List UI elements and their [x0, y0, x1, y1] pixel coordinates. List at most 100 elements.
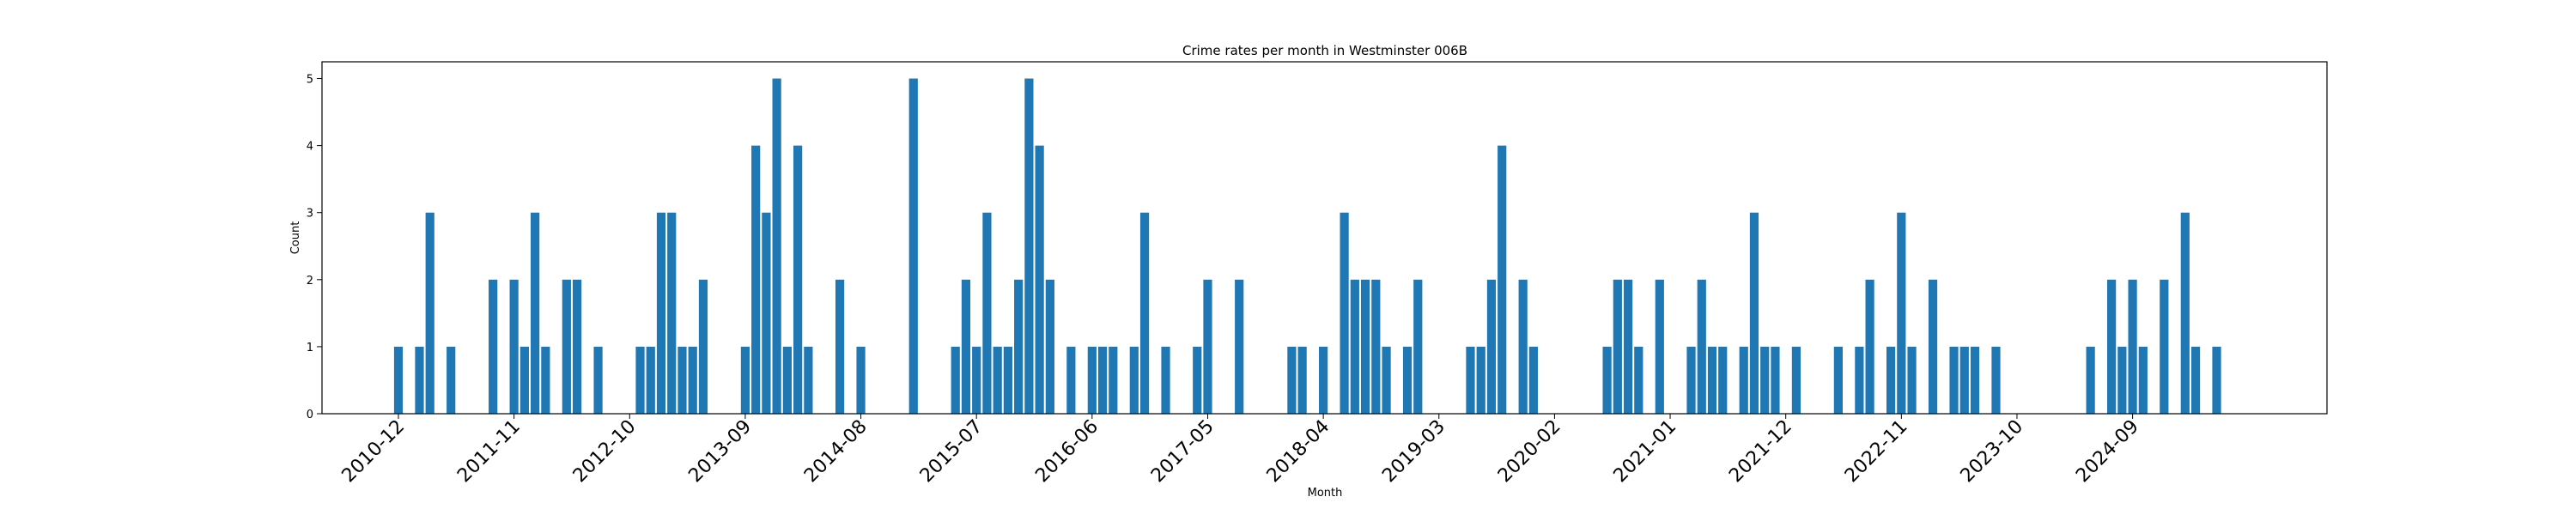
bar-2014-03	[804, 346, 813, 414]
bar-2021-03	[1686, 346, 1696, 414]
bar-2018-02	[1297, 346, 1307, 414]
bar-2022-05	[1833, 346, 1843, 414]
bar-2020-12	[1655, 279, 1664, 414]
bar-2023-08	[1991, 346, 2001, 414]
bar-2019-06	[1466, 346, 1475, 414]
bar-2020-08	[1613, 279, 1622, 414]
x-tick-label: 2011-11	[453, 416, 525, 488]
bar-2017-05	[1203, 279, 1212, 414]
bar-2015-10	[1003, 346, 1013, 414]
x-tick-label: 2021-01	[1610, 416, 1681, 488]
bar-2024-12	[2160, 279, 2169, 414]
x-tick-label: 2012-10	[569, 416, 641, 488]
bar-2011-09	[489, 279, 498, 414]
x-tick-label: 2015-07	[916, 416, 987, 488]
y-axis-label: Count	[289, 221, 302, 255]
bar-2024-10	[2138, 346, 2148, 414]
bar-2023-06	[1970, 346, 1980, 414]
bar-2021-08	[1739, 346, 1748, 414]
y-tick-label: 5	[307, 74, 313, 87]
bar-2015-07	[972, 346, 981, 414]
x-axis: 2010-12 2011-11 2012-10 2013-09 2014-08 2015-…	[338, 414, 2143, 487]
x-tick-label: 2023-10	[1957, 416, 2028, 488]
bar-2015-12	[1024, 78, 1034, 415]
bar-2015-06	[961, 279, 971, 414]
bar-2011-02	[415, 346, 424, 414]
x-tick-label: 2020-02	[1494, 416, 1565, 488]
x-tick-label: 2016-06	[1031, 416, 1103, 488]
bar-2015-01	[908, 78, 918, 415]
bar-2016-02	[1045, 279, 1054, 414]
bars-group	[393, 78, 2221, 415]
bar-2019-01	[1413, 279, 1423, 414]
y-tick-label: 4	[307, 141, 313, 154]
bar-2022-11	[1897, 212, 1906, 414]
x-tick-label: 2019-03	[1378, 416, 1449, 488]
bar-2023-05	[1959, 346, 1969, 414]
bar-2013-04	[688, 346, 697, 414]
x-tick-label: 2022-11	[1841, 416, 1912, 488]
bar-2019-07	[1476, 346, 1485, 414]
y-tick-label: 1	[307, 342, 313, 354]
bar-2017-04	[1193, 346, 1202, 414]
bar-2016-06	[1087, 346, 1097, 414]
bar-2013-11	[762, 212, 771, 414]
bar-2018-06	[1340, 212, 1349, 414]
bar-2023-02	[1928, 279, 1938, 414]
bar-2021-05	[1707, 346, 1717, 414]
bar-2013-12	[772, 78, 781, 415]
bar-2014-08	[856, 346, 866, 414]
bar-2021-09	[1749, 212, 1759, 414]
bar-2016-01	[1035, 145, 1044, 414]
bar-2011-11	[509, 279, 519, 414]
x-tick-label: 2018-04	[1263, 416, 1334, 488]
bar-2020-07	[1602, 346, 1612, 414]
bar-2019-12	[1528, 346, 1539, 414]
bar-2012-05	[572, 279, 582, 414]
bar-2014-01	[782, 346, 792, 414]
bar-2024-09	[2128, 279, 2137, 414]
bar-2021-10	[1760, 346, 1770, 414]
bar-2015-08	[982, 212, 992, 414]
bar-2021-11	[1771, 346, 1780, 414]
bar-2013-03	[677, 346, 687, 414]
bar-2020-10	[1634, 346, 1643, 414]
bar-2018-08	[1360, 279, 1370, 414]
bar-2019-08	[1486, 279, 1497, 414]
bar-2024-05	[2086, 346, 2095, 414]
bar-2011-12	[519, 346, 529, 414]
bar-2015-11	[1014, 279, 1024, 414]
bar-2024-07	[2107, 279, 2117, 414]
bar-2014-02	[793, 145, 803, 414]
bar-2017-01	[1161, 346, 1170, 414]
x-tick-label: 2024-09	[2072, 416, 2143, 488]
bar-2015-09	[993, 346, 1002, 414]
bar-2012-11	[635, 346, 645, 414]
bar-2022-08	[1865, 279, 1874, 414]
bar-2011-05	[447, 346, 456, 414]
y-tick-label: 2	[307, 275, 313, 288]
x-tick-label: 2010-12	[338, 416, 410, 488]
x-tick-label: 2014-08	[800, 416, 872, 488]
bar-2020-09	[1623, 279, 1633, 414]
bar-2018-10	[1382, 346, 1391, 414]
bar-2025-03	[2190, 346, 2201, 414]
bar-2019-11	[1518, 279, 1528, 414]
y-tick-label: 0	[307, 409, 313, 421]
x-tick-label: 2021-12	[1725, 416, 1796, 488]
bar-2010-12	[393, 346, 404, 414]
bar-2013-09	[740, 346, 750, 414]
bar-2013-10	[751, 145, 761, 414]
x-axis-label: Month	[1308, 487, 1343, 500]
bar-2022-01	[1791, 346, 1801, 414]
y-tick-label: 3	[307, 208, 313, 221]
bar-2022-10	[1886, 346, 1896, 414]
bar-2022-12	[1907, 346, 1917, 414]
bar-2017-08	[1235, 279, 1244, 414]
bar-2018-12	[1402, 346, 1413, 414]
bar-2016-08	[1109, 346, 1118, 414]
bar-2012-04	[562, 279, 571, 414]
bar-2018-01	[1287, 346, 1297, 414]
axes-frame	[321, 61, 2328, 415]
